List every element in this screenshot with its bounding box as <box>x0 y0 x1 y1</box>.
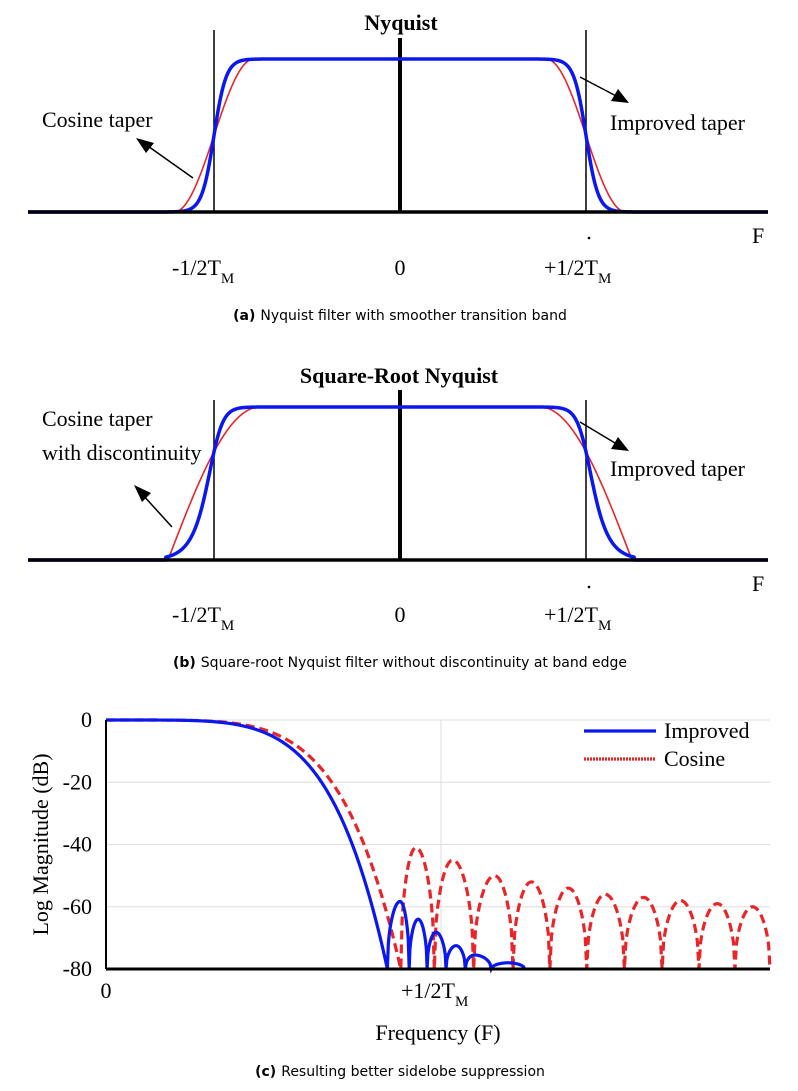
panel-c-improved-series <box>106 718 527 974</box>
panel-c-x-ticks: 0 +1/2TM <box>101 978 469 1010</box>
panel-a-right-label: Improved taper <box>610 110 746 135</box>
panel-a-left-label: Cosine taper <box>42 107 153 132</box>
panel-b-tick-zero: 0 <box>395 602 406 627</box>
panel-c-caption: (c) Resulting better sidelobe suppression <box>255 1064 545 1080</box>
x-tick-label: 0 <box>101 978 112 1003</box>
panel-b-caption: (b) Square-root Nyquist filter without di… <box>173 655 627 671</box>
panel-b-right-arrow-shaft <box>579 421 621 447</box>
panel-b-left-label-line2: with discontinuity <box>42 440 202 465</box>
panel-a-left-arrow-shaft <box>144 143 194 179</box>
panel-a-tick-pos: +1/2TM <box>544 255 611 287</box>
panel-b-left-arrow-head <box>134 485 151 502</box>
panel-b-left-arrow-shaft <box>141 493 173 528</box>
panel-a-tick-zero: 0 <box>395 255 406 280</box>
panel-b-dot-mark <box>587 585 591 589</box>
y-tick-label: -20 <box>63 769 92 794</box>
legend-label-cosine: Cosine <box>664 746 725 771</box>
y-tick-label: -60 <box>63 894 92 919</box>
panel-b-title: Square-Root Nyquist <box>300 363 499 388</box>
panel-c: 0 -20 -40 -60 -80 0 +1/2TM Log Magnitude (dB)… <box>28 707 772 1080</box>
panel-c-legend: Improved Cosine <box>584 718 750 771</box>
panel-a-title: Nyquist <box>364 10 438 35</box>
panel-a-right-arrow-shaft <box>579 76 621 99</box>
panel-b-f-label: F <box>752 571 764 596</box>
panel-b-right-label: Improved taper <box>610 456 746 481</box>
panel-a-tick-neg: -1/2TM <box>172 255 234 287</box>
panel-b-tick-pos: +1/2TM <box>544 602 611 634</box>
y-tick-label: -40 <box>63 832 92 857</box>
panel-a-left-arrow-head <box>136 138 154 153</box>
panel-c-y-axis-label: Log Magnitude (dB) <box>28 753 53 935</box>
panel-a: Nyquist Cosine taper Improved taper F -1… <box>28 10 768 324</box>
y-tick-label: -80 <box>63 956 92 981</box>
panel-b-left-label-line1: Cosine taper <box>42 406 153 431</box>
panel-b-right-arrow-head <box>611 437 629 451</box>
x-tick-label: +1/2TM <box>401 978 468 1010</box>
panel-a-right-arrow-head <box>611 89 629 103</box>
panel-b-tick-neg: -1/2TM <box>172 602 234 634</box>
panel-a-dot-mark <box>587 236 591 240</box>
legend-label-improved: Improved <box>664 718 750 743</box>
y-tick-label: 0 <box>81 707 92 732</box>
panel-a-f-label: F <box>752 223 764 248</box>
panel-c-y-ticks: 0 -20 -40 -60 -80 <box>63 707 92 981</box>
panel-a-caption: (a) Nyquist filter with smoother transiti… <box>233 308 567 324</box>
panel-c-x-axis-label: Frequency (F) <box>375 1020 500 1045</box>
panel-b: Square-Root Nyquist Cosine taper with di… <box>28 363 768 671</box>
